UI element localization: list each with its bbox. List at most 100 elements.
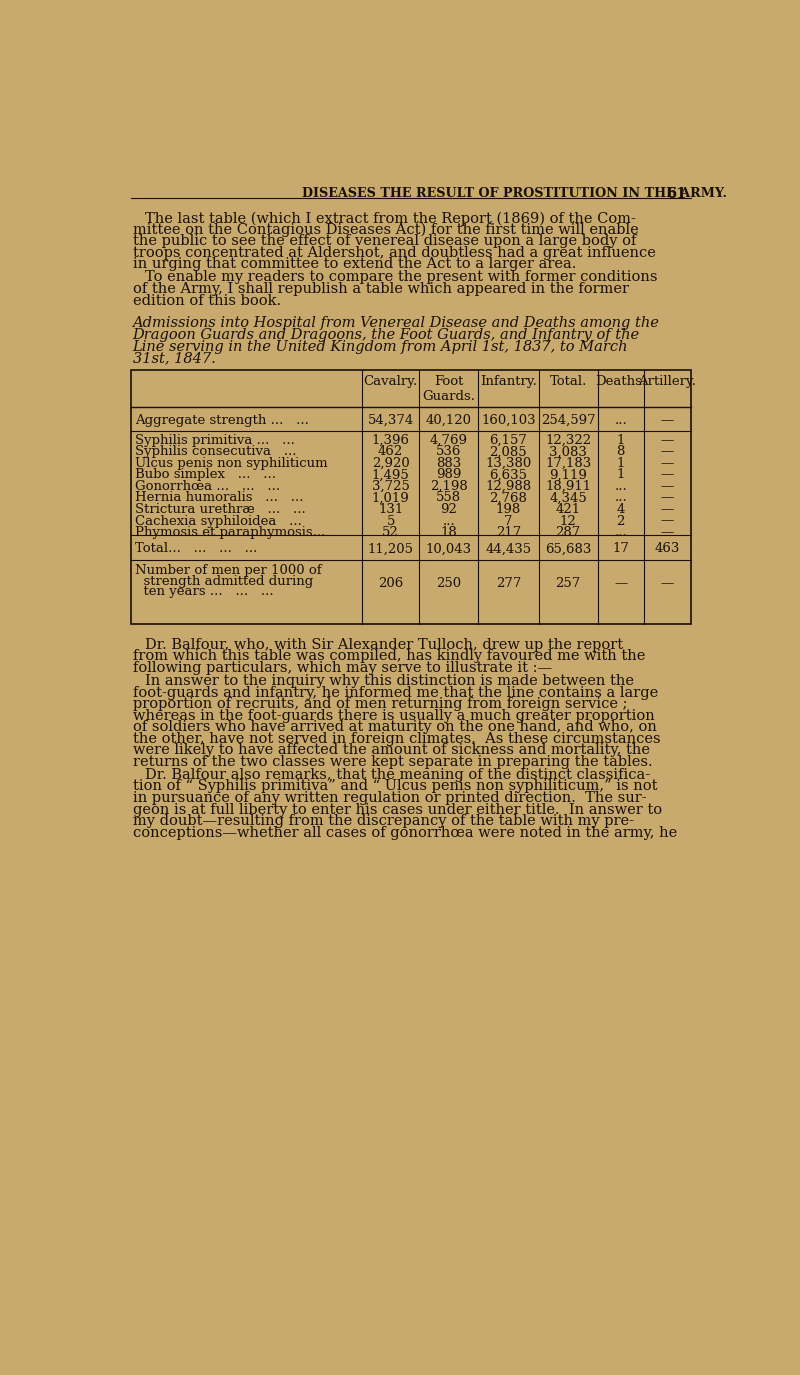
Text: Phymosis et paraphymosis...: Phymosis et paraphymosis... — [135, 527, 326, 539]
Text: geon is at full liberty to enter his cases under either title.  In answer to: geon is at full liberty to enter his cas… — [133, 803, 662, 817]
Text: Hernia humoralis   ...   ...: Hernia humoralis ... ... — [135, 491, 303, 505]
Text: of the Army, I shall republish a table which appeared in the former: of the Army, I shall republish a table w… — [133, 282, 629, 296]
Text: in pursuance of any written regulation or printed direction.  The sur-: in pursuance of any written regulation o… — [133, 791, 646, 804]
Text: 2,085: 2,085 — [490, 446, 527, 458]
Text: Syphilis consecutiva   ...: Syphilis consecutiva ... — [135, 446, 296, 458]
Text: 3,725: 3,725 — [372, 480, 410, 492]
Text: 1: 1 — [617, 433, 625, 447]
Text: Strictura urethræ   ...   ...: Strictura urethræ ... ... — [135, 503, 306, 516]
Text: 61: 61 — [666, 187, 686, 201]
Text: 2,768: 2,768 — [490, 491, 527, 505]
Text: —: — — [661, 446, 674, 458]
Text: 8: 8 — [617, 446, 625, 458]
Text: To enable my readers to compare the present with former conditions: To enable my readers to compare the pres… — [145, 271, 658, 285]
Text: —: — — [661, 469, 674, 481]
Text: ten years ...   ...   ...: ten years ... ... ... — [135, 586, 274, 598]
Text: —: — — [661, 503, 674, 516]
Text: 989: 989 — [436, 469, 462, 481]
Text: Total.: Total. — [550, 375, 586, 388]
Text: 1: 1 — [617, 456, 625, 470]
Text: 7: 7 — [504, 514, 513, 528]
Text: 1,019: 1,019 — [372, 491, 410, 505]
Text: —: — — [614, 578, 627, 590]
Text: 536: 536 — [436, 446, 462, 458]
Text: 10,043: 10,043 — [426, 542, 472, 556]
Text: troops concentrated at Aldershot, and doubtless had a great influence: troops concentrated at Aldershot, and do… — [133, 246, 655, 260]
Text: from which this table was compiled, has kindly favoured me with the: from which this table was compiled, has … — [133, 649, 645, 663]
Text: ...: ... — [442, 514, 455, 528]
Text: 131: 131 — [378, 503, 403, 516]
Text: ...: ... — [614, 491, 627, 505]
Text: Line serving in the United Kingdom from April 1st, 1837, to March: Line serving in the United Kingdom from … — [133, 340, 628, 353]
Text: Syphilis primitiva ...   ...: Syphilis primitiva ... ... — [135, 433, 294, 447]
Text: —: — — [661, 433, 674, 447]
Text: 206: 206 — [378, 578, 403, 590]
Text: Cachexia syphiloidea   ...: Cachexia syphiloidea ... — [135, 514, 302, 528]
Text: DISEASES THE RESULT OF PROSTITUTION IN THE ARMY.: DISEASES THE RESULT OF PROSTITUTION IN T… — [302, 187, 726, 199]
Text: tion of “ Syphilis primitiva” and “ Ulcus penis non syphiliticum,” is not: tion of “ Syphilis primitiva” and “ Ulcu… — [133, 780, 657, 793]
Text: 287: 287 — [555, 527, 581, 539]
Text: whereas in the foot-guards there is usually a much greater proportion: whereas in the foot-guards there is usua… — [133, 708, 654, 723]
Text: strength admitted during: strength admitted during — [135, 575, 313, 587]
Text: edition of this book.: edition of this book. — [133, 294, 281, 308]
Text: 4,345: 4,345 — [550, 491, 587, 505]
Text: 2,198: 2,198 — [430, 480, 468, 492]
Text: 198: 198 — [496, 503, 521, 516]
Text: 1: 1 — [617, 469, 625, 481]
Text: in urging that committee to extend the Act to a larger area.: in urging that committee to extend the A… — [133, 257, 576, 271]
Text: ...: ... — [614, 480, 627, 492]
Text: 9,119: 9,119 — [549, 469, 587, 481]
Text: 421: 421 — [555, 503, 581, 516]
Text: Number of men per 1000 of: Number of men per 1000 of — [135, 564, 322, 578]
Text: 11,205: 11,205 — [368, 542, 414, 556]
Text: 2,920: 2,920 — [372, 456, 410, 470]
Text: 65,683: 65,683 — [545, 542, 591, 556]
Text: 217: 217 — [496, 527, 521, 539]
Text: ...: ... — [614, 414, 627, 426]
Text: Foot
Guards.: Foot Guards. — [422, 375, 475, 403]
Text: Dr. Balfour also remarks, that the meaning of the distinct classifica-: Dr. Balfour also remarks, that the meani… — [145, 767, 650, 782]
Text: 254,597: 254,597 — [541, 414, 595, 426]
Text: Bubo simplex   ...   ...: Bubo simplex ... ... — [135, 469, 276, 481]
Text: —: — — [661, 527, 674, 539]
Text: Admissions into Hospital from Venereal Disease and Deaths among the: Admissions into Hospital from Venereal D… — [133, 316, 659, 330]
Text: 257: 257 — [555, 578, 581, 590]
Text: of soldiers who have arrived at maturity on the one hand, and who, on: of soldiers who have arrived at maturity… — [133, 720, 657, 734]
Text: 52: 52 — [382, 527, 399, 539]
Text: 3,083: 3,083 — [549, 446, 587, 458]
Text: 12: 12 — [560, 514, 577, 528]
Text: The last table (which I extract from the Report (1869) of the Com-: The last table (which I extract from the… — [145, 212, 636, 226]
Text: 12,322: 12,322 — [545, 433, 591, 447]
Text: 18,911: 18,911 — [545, 480, 591, 492]
Text: 17: 17 — [612, 542, 630, 556]
Text: 1,495: 1,495 — [372, 469, 410, 481]
Text: —: — — [661, 414, 674, 426]
Text: Deaths.: Deaths. — [595, 375, 646, 388]
Text: 13,380: 13,380 — [486, 456, 531, 470]
Text: 463: 463 — [654, 542, 680, 556]
Text: were likely to have affected the amount of sickness and mortality, the: were likely to have affected the amount … — [133, 744, 650, 758]
Text: 31st, 1847.: 31st, 1847. — [133, 352, 215, 366]
Text: —: — — [661, 514, 674, 528]
Text: 18: 18 — [440, 527, 457, 539]
Text: —: — — [661, 456, 674, 470]
Text: 250: 250 — [436, 578, 462, 590]
Text: —: — — [661, 480, 674, 492]
Text: —: — — [661, 578, 674, 590]
Text: the other, have not served in foreign climates.  As these circumstances: the other, have not served in foreign cl… — [133, 732, 660, 745]
Text: 462: 462 — [378, 446, 403, 458]
Bar — [131, 370, 690, 624]
Text: following particulars, which may serve to illustrate it :—: following particulars, which may serve t… — [133, 661, 552, 675]
Text: conceptions—whether all cases of gonorrhœa were noted in the army, he: conceptions—whether all cases of gonorrh… — [133, 825, 677, 840]
Text: ...: ... — [614, 527, 627, 539]
Text: Dragoon Guards and Dragoons, the Foot Guards, and Infantry of the: Dragoon Guards and Dragoons, the Foot Gu… — [133, 327, 640, 342]
Text: 160,103: 160,103 — [481, 414, 536, 426]
Text: —: — — [661, 491, 674, 505]
Text: In answer to the inquiry why this distinction is made between the: In answer to the inquiry why this distin… — [145, 674, 634, 688]
Text: 6,635: 6,635 — [490, 469, 527, 481]
Text: Infantry.: Infantry. — [480, 375, 537, 388]
Text: 4: 4 — [617, 503, 625, 516]
Text: 12,988: 12,988 — [486, 480, 531, 492]
Text: mittee on the Contagious Diseases Act) for the first time will enable: mittee on the Contagious Diseases Act) f… — [133, 223, 638, 236]
Text: 5: 5 — [386, 514, 395, 528]
